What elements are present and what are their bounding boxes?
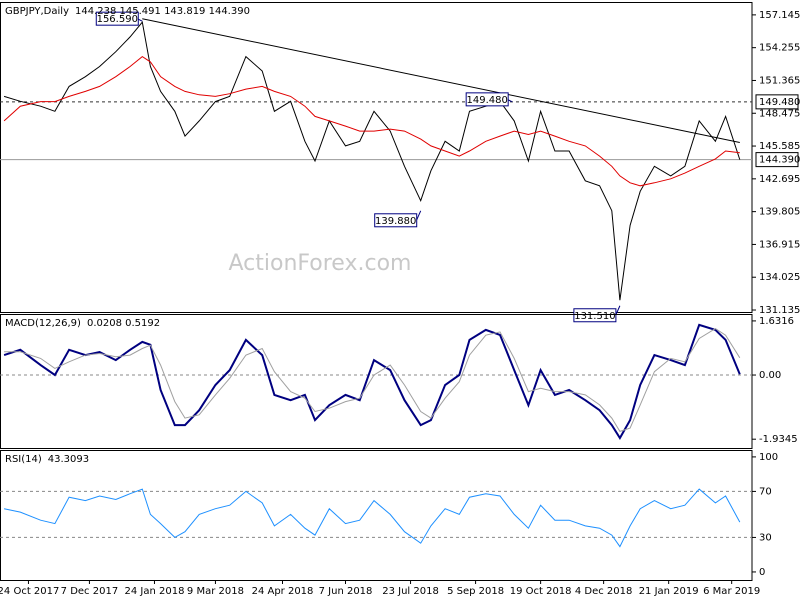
y-tick-label: 0.00 bbox=[759, 370, 781, 381]
x-tick-label: 5 Sep 2018 bbox=[447, 586, 504, 597]
panel-readout: 0.0208 0.5192 bbox=[87, 318, 160, 329]
y-tick-label: 0 bbox=[759, 567, 765, 578]
price-tag-label: 144.390 bbox=[759, 155, 800, 166]
series-line bbox=[3, 55, 740, 187]
series-line bbox=[3, 323, 741, 440]
y-tick-label: 154.255 bbox=[759, 43, 800, 54]
panel-frame bbox=[0, 314, 753, 449]
annotation-label: 149.480 bbox=[466, 95, 507, 106]
y-tick-label: 131.135 bbox=[759, 305, 800, 316]
panel-name: GBPJPY,Daily bbox=[5, 6, 69, 17]
panel-title: RSI(14) 43.3093 bbox=[5, 454, 89, 465]
annotation-box bbox=[374, 213, 418, 228]
x-tick-label: 24 Jan 2018 bbox=[124, 586, 184, 597]
panel-frame bbox=[0, 450, 753, 581]
x-tick-label: 9 Mar 2018 bbox=[187, 586, 244, 597]
annotation-box bbox=[95, 11, 139, 26]
x-tick-label: 23 Jul 2018 bbox=[382, 586, 439, 597]
x-tick-label: 4 Dec 2018 bbox=[575, 586, 633, 597]
price-tag bbox=[755, 152, 799, 168]
panel-readout: 43.3093 bbox=[48, 454, 89, 465]
series-line bbox=[3, 488, 741, 548]
x-tick-label: 6 Mar 2019 bbox=[703, 586, 760, 597]
y-tick-label: 148.475 bbox=[759, 108, 800, 119]
annotation-box bbox=[573, 308, 617, 323]
panel-title: MACD(12,26,9) 0.0208 0.5192 bbox=[5, 318, 160, 329]
x-tick-label: 7 Jun 2018 bbox=[319, 586, 373, 597]
price-tag bbox=[755, 94, 799, 110]
panel-frame bbox=[0, 2, 753, 313]
panel-name: MACD(12,26,9) bbox=[5, 318, 81, 329]
x-tick-label: 7 Dec 2017 bbox=[61, 586, 119, 597]
y-tick-label: -1.9345 bbox=[759, 434, 798, 445]
annotation-point bbox=[507, 99, 513, 103]
panel-readout: 144.238 145.491 143.819 144.390 bbox=[75, 6, 250, 17]
y-tick-label: 100 bbox=[759, 452, 778, 463]
x-tick-label: 19 Oct 2018 bbox=[510, 586, 572, 597]
annotation-point bbox=[615, 305, 621, 315]
x-tick-label: 21 Jan 2019 bbox=[639, 586, 699, 597]
annotation-point bbox=[416, 210, 422, 220]
y-tick-label: 139.805 bbox=[759, 207, 800, 218]
y-tick-label: 145.585 bbox=[759, 141, 800, 152]
y-tick-label: 134.025 bbox=[759, 272, 800, 283]
annotation-point bbox=[138, 18, 143, 22]
y-tick-label: 157.145 bbox=[759, 10, 800, 21]
y-tick-label: 70 bbox=[759, 486, 772, 497]
annotation-box bbox=[465, 92, 509, 107]
panel-name: RSI(14) bbox=[5, 454, 42, 465]
y-tick-label: 136.915 bbox=[759, 239, 800, 250]
y-tick-label: 1.6316 bbox=[759, 316, 794, 327]
annotation-label: 131.510 bbox=[574, 311, 615, 322]
watermark: ActionForex.com bbox=[229, 251, 412, 276]
y-tick-label: 30 bbox=[759, 532, 772, 543]
trendline bbox=[142, 18, 740, 143]
y-tick-label: 151.365 bbox=[759, 75, 800, 86]
series-line bbox=[4, 328, 741, 432]
series-line bbox=[3, 21, 741, 301]
panel-title: GBPJPY,Daily 144.238 145.491 143.819 144.… bbox=[5, 6, 250, 17]
x-tick-label: 24 Oct 2017 bbox=[0, 586, 59, 597]
annotation-label: 156.590 bbox=[97, 14, 138, 25]
price-tag-label: 149.480 bbox=[759, 97, 800, 108]
annotation-label: 139.880 bbox=[375, 216, 416, 227]
y-tick-label: 142.695 bbox=[759, 174, 800, 185]
x-tick-label: 24 Apr 2018 bbox=[252, 586, 314, 597]
